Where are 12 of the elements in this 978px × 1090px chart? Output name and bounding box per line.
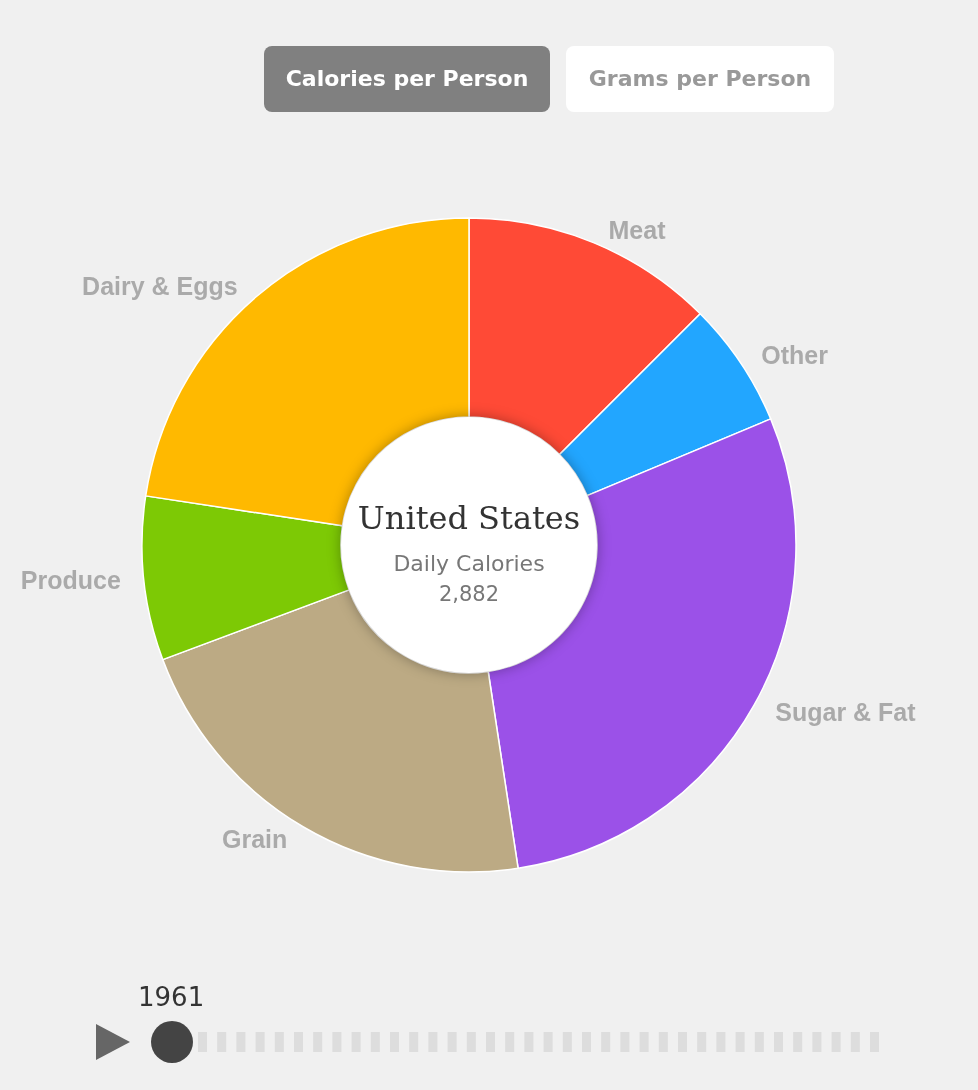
slice-label: Other (761, 341, 829, 370)
text: 1961 (138, 982, 205, 1012)
slice-label: Grain (222, 825, 288, 854)
text: United States (356, 499, 582, 537)
text: 2,882 (437, 582, 501, 606)
slice-label: Dairy & Eggs (82, 272, 238, 301)
slice-label: Meat (608, 215, 667, 244)
text: Grams per Person (566, 46, 834, 112)
slice-label: Sugar & Fat (775, 698, 917, 727)
slice-label: Produce (20, 566, 121, 595)
text: Calories per Person (264, 46, 550, 112)
text: Daily Calories (392, 551, 546, 576)
